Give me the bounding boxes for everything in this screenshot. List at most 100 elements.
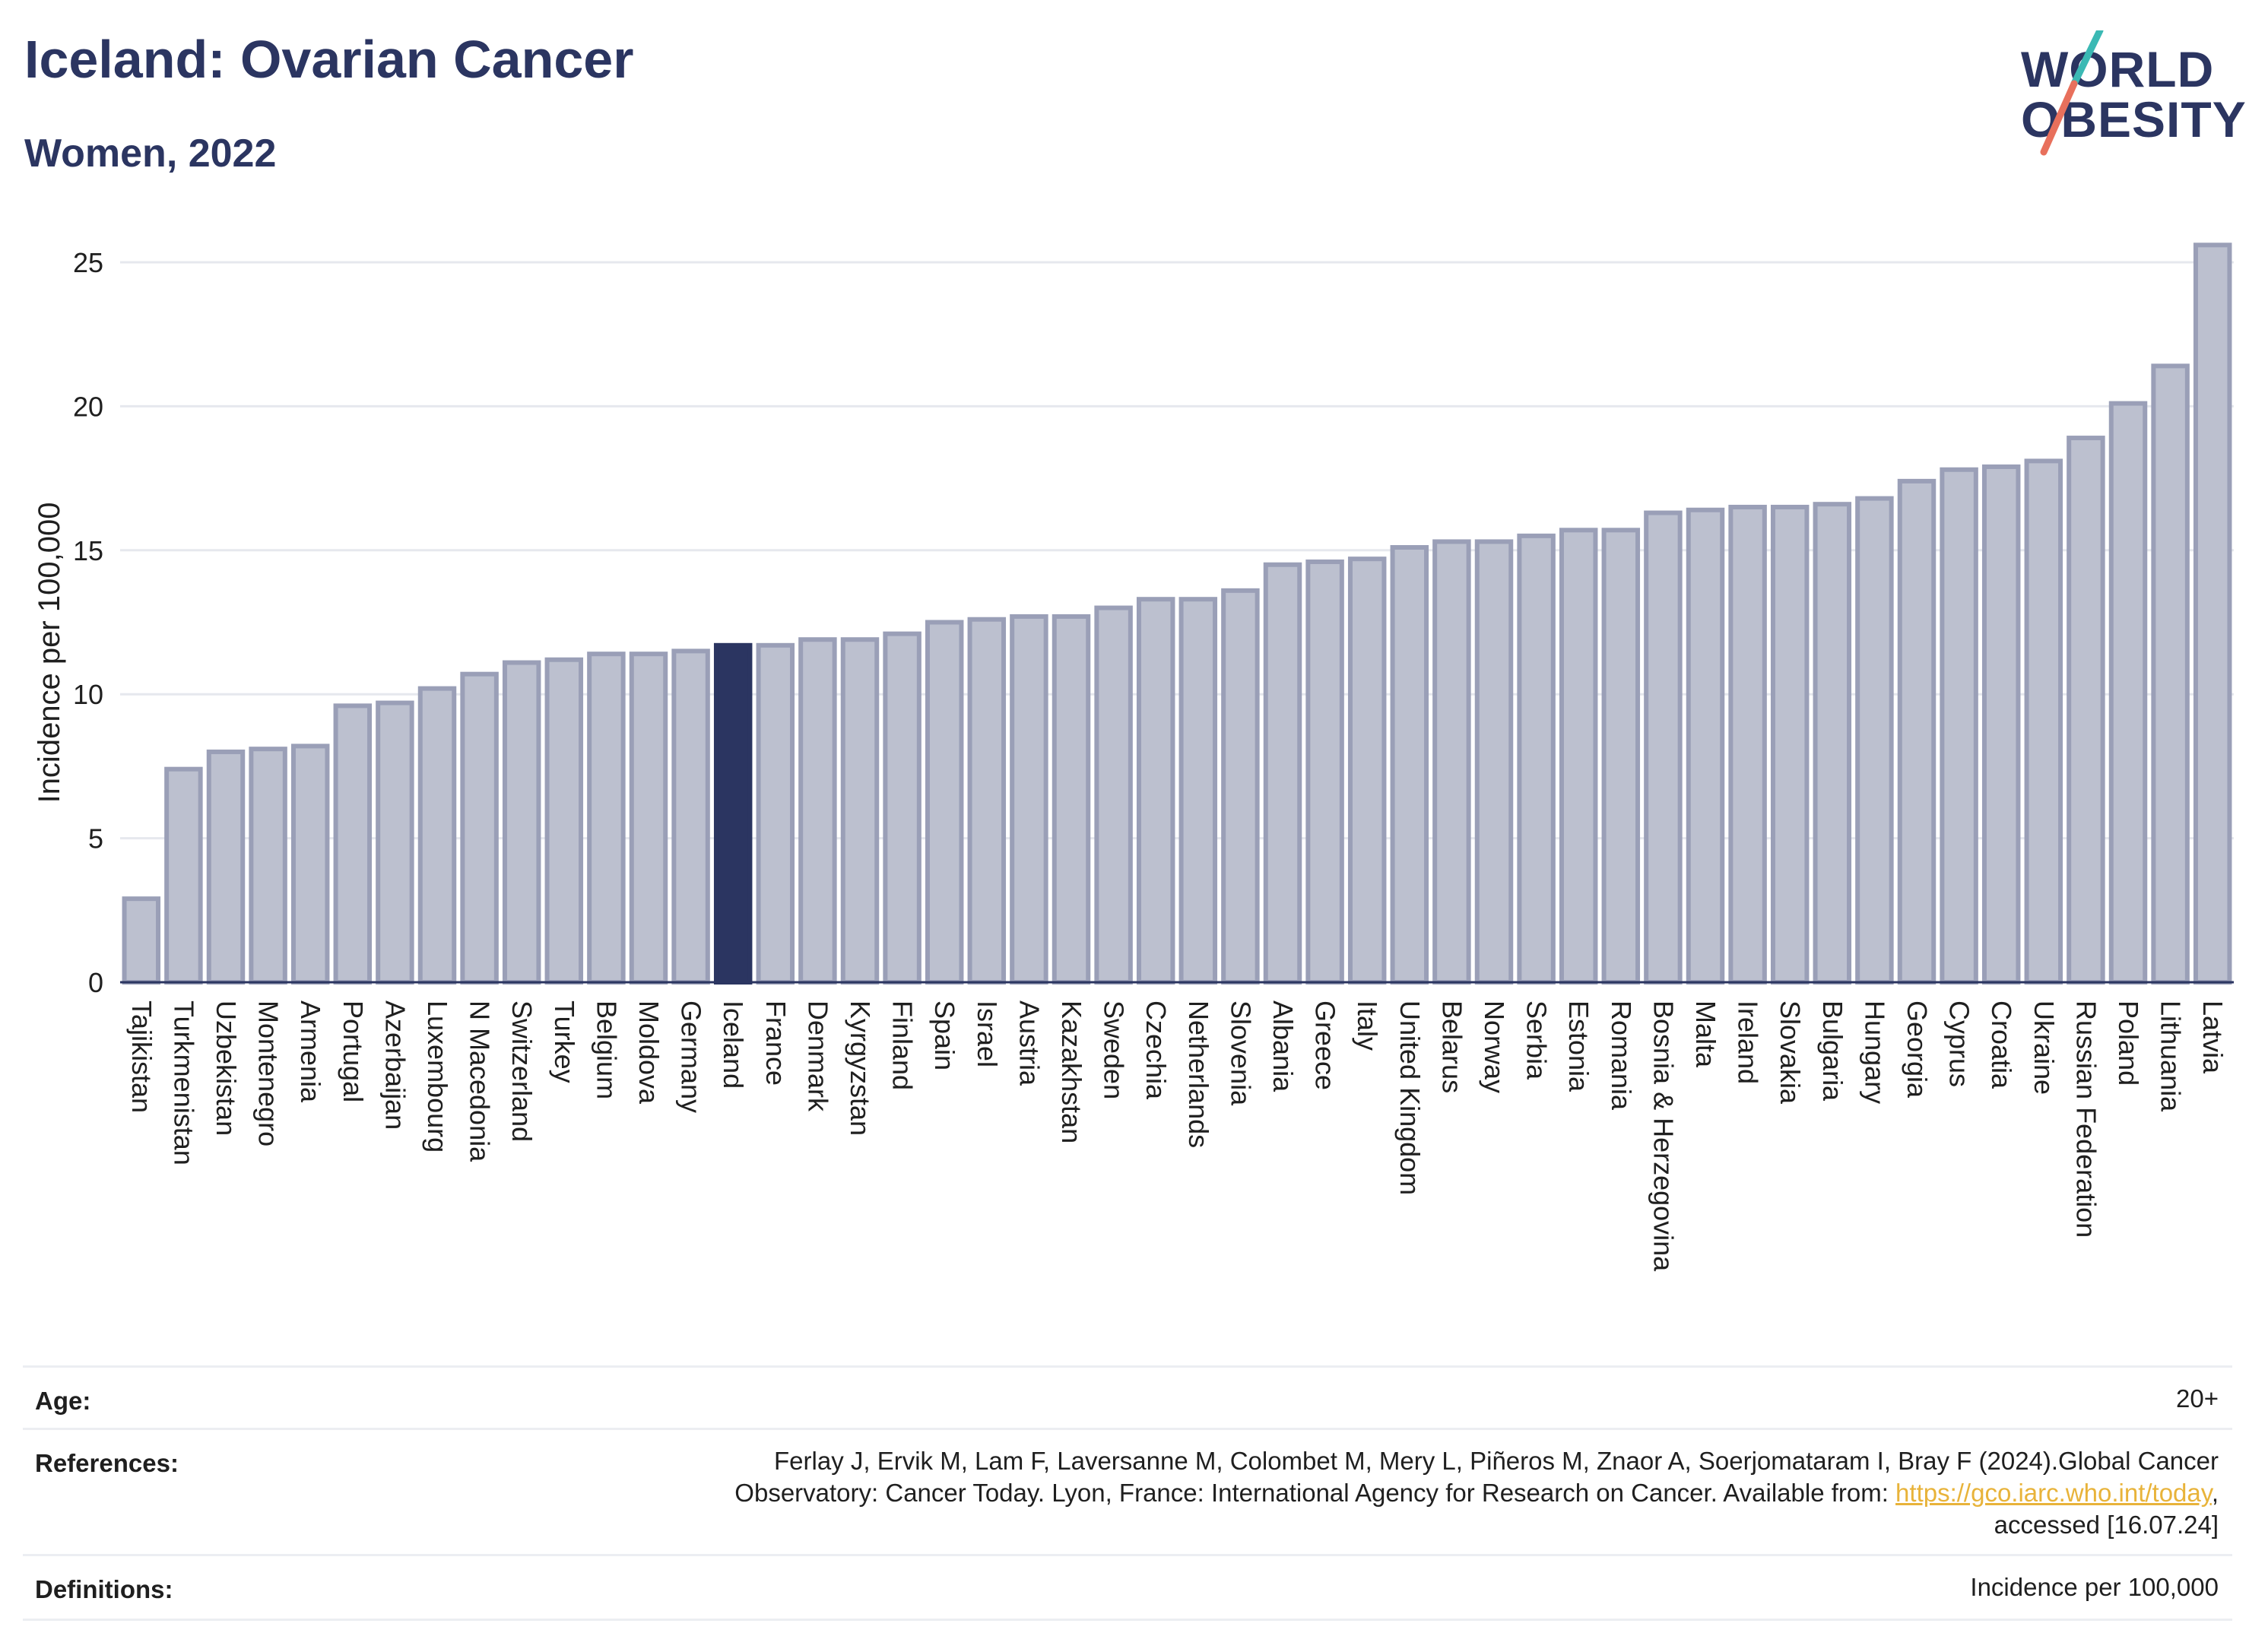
bar	[1517, 533, 1556, 985]
bar	[1052, 614, 1091, 985]
x-tick-label: Hungary	[1859, 1000, 1890, 1104]
bar	[1813, 502, 1852, 985]
bar	[544, 657, 584, 985]
bar	[1390, 545, 1429, 985]
x-tick-label: Turkey	[549, 1000, 580, 1083]
y-tick-label: 5	[88, 823, 103, 855]
x-tick-label: Romania	[1606, 1000, 1637, 1111]
age-label: Age:	[35, 1387, 91, 1415]
bar	[2151, 363, 2190, 985]
bar	[671, 648, 710, 985]
references-line-3: accessed [16.07.24]	[1994, 1511, 2219, 1539]
bar	[1940, 467, 1978, 985]
y-tick-label: 25	[73, 247, 103, 278]
bar	[840, 637, 880, 985]
x-tick-label: Kazakhstan	[1056, 1000, 1087, 1143]
bar	[333, 703, 373, 985]
x-tick-label: Austria	[1013, 1000, 1045, 1086]
bar	[460, 671, 499, 985]
x-tick-label: Czechia	[1140, 1000, 1172, 1100]
x-tick-label: Ireland	[1733, 1000, 1764, 1084]
references-line-2: Observatory: Cancer Today. Lyon, France:…	[734, 1477, 2219, 1509]
bar	[2193, 243, 2232, 985]
x-tick-label: Tajikistan	[126, 1000, 157, 1113]
x-tick-label: Israel	[972, 1000, 1003, 1067]
x-tick-label: Belgium	[591, 1000, 622, 1099]
x-tick-label: Azerbaijan	[379, 1000, 411, 1130]
bar	[967, 617, 1007, 985]
x-tick-label: Cyprus	[1944, 1000, 1975, 1087]
page-subtitle: Women, 2022	[24, 132, 277, 176]
references-link[interactable]: https://gco.iarc.who.int/today	[1895, 1479, 2212, 1507]
bar	[1686, 507, 1725, 985]
x-tick-label: Serbia	[1521, 1000, 1553, 1080]
bar	[1010, 614, 1048, 985]
bar	[290, 744, 330, 985]
bar	[1981, 464, 2021, 985]
x-tick-label: Finland	[887, 1000, 918, 1090]
x-tick-label: Lithuania	[2155, 1000, 2187, 1112]
references-line-2-end: ,	[2211, 1479, 2219, 1507]
x-tick-label: Croatia	[1986, 1000, 2017, 1089]
bar	[164, 766, 203, 985]
x-tick-label: N Macedonia	[465, 1000, 496, 1162]
logo-slash-icon	[2040, 30, 2104, 156]
x-tick-label: Iceland	[718, 1000, 749, 1089]
x-tick-label: Greece	[1310, 1000, 1341, 1090]
bar	[1305, 559, 1344, 985]
info-row-definitions: Definitions: Incidence per 100,000	[23, 1554, 2232, 1621]
bar	[1474, 539, 1514, 985]
bar	[1347, 556, 1387, 985]
bar	[1136, 597, 1175, 985]
bar	[1897, 478, 1937, 985]
x-tick-label: Belarus	[1436, 1000, 1467, 1093]
bar	[206, 749, 246, 985]
x-tick-label: Kyrgyzstan	[845, 1000, 876, 1136]
definitions-label: Definitions:	[35, 1575, 173, 1603]
x-tick-label: Bulgaria	[1817, 1000, 1848, 1102]
x-tick-label: Armenia	[295, 1000, 326, 1103]
references-line-1: Ferlay J, Ervik M, Lam F, Laversanne M, …	[774, 1447, 2219, 1475]
bar	[1728, 504, 1767, 985]
bar	[1221, 588, 1260, 985]
bar	[1432, 539, 1471, 985]
bar	[2108, 401, 2148, 985]
x-tick-label: Switzerland	[506, 1000, 538, 1142]
page-title: Iceland: Ovarian Cancer	[24, 30, 634, 89]
bar	[925, 620, 964, 985]
x-tick-label: Uzbekistan	[211, 1000, 242, 1136]
x-tick-label: Denmark	[802, 1000, 833, 1112]
bar	[1178, 597, 1218, 985]
bar	[883, 631, 921, 985]
x-tick-label: Estonia	[1563, 1000, 1594, 1092]
references-label: References:	[35, 1449, 179, 1477]
x-tick-label: Netherlands	[1183, 1000, 1214, 1148]
bar	[756, 642, 795, 985]
references-value: Ferlay J, Ervik M, Lam F, Laversanne M, …	[734, 1445, 2219, 1541]
bar	[249, 747, 287, 985]
x-tick-label: United Kingdom	[1394, 1000, 1426, 1195]
bar	[122, 896, 161, 985]
y-tick-label: 0	[88, 967, 103, 998]
y-tick-label: 15	[73, 535, 103, 566]
bar	[1855, 496, 1894, 985]
x-tick-label: Spain	[929, 1000, 960, 1070]
x-tick-label: Latvia	[2197, 1000, 2228, 1074]
bar	[502, 660, 541, 985]
bar	[1644, 510, 1683, 985]
x-tick-label: Georgia	[1902, 1000, 1933, 1099]
info-row-references: References: Ferlay J, Ervik M, Lam F, La…	[23, 1428, 2232, 1556]
x-tick-label: Bosnia & Herzegovina	[1648, 1000, 1679, 1272]
x-tick-label: Portugal	[338, 1000, 369, 1102]
x-tick-label: Slovakia	[1775, 1000, 1806, 1105]
x-tick-label: Slovenia	[1225, 1000, 1256, 1106]
bar	[417, 686, 457, 985]
x-tick-label: France	[760, 1000, 791, 1086]
bar	[629, 652, 668, 985]
x-tick-label: Ukraine	[2029, 1000, 2060, 1095]
bar	[376, 700, 414, 985]
y-tick-label: 20	[73, 391, 103, 422]
info-row-age: Age: 20+	[23, 1365, 2232, 1430]
age-value: 20+	[2176, 1384, 2219, 1413]
x-tick-label: Russian Federation	[2070, 1000, 2101, 1238]
